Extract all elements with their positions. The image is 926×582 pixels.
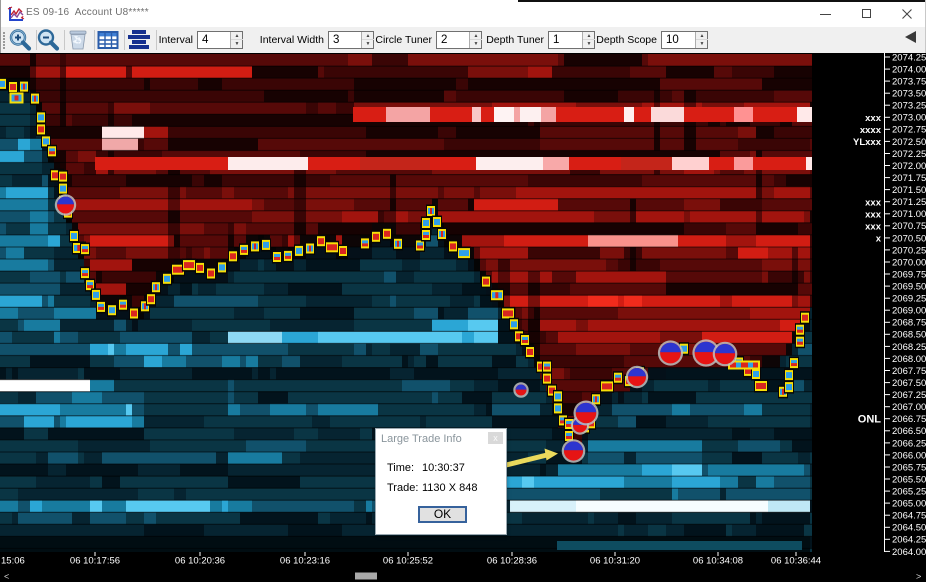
svg-text:2068.75: 2068.75 [892,318,926,329]
svg-text:xxx: xxx [865,209,882,220]
svg-text:2073.00: 2073.00 [892,113,926,124]
svg-text:2068.00: 2068.00 [892,354,926,365]
svg-text:06 10:25:52: 06 10:25:52 [383,556,433,567]
svg-text:2072.00: 2072.00 [892,161,926,172]
svg-text:2067.50: 2067.50 [892,378,926,389]
svg-text:2074.25: 2074.25 [892,53,926,63]
svg-text:2073.50: 2073.50 [892,89,926,100]
svg-text:2072.25: 2072.25 [892,149,926,160]
svg-text:2064.00: 2064.00 [892,547,926,558]
svg-text:2065.00: 2065.00 [892,499,926,510]
svg-text:>: > [916,572,921,582]
svg-text:♻: ♻ [74,36,82,46]
svg-text:<: < [4,572,9,582]
svg-text:06 10:20:36: 06 10:20:36 [175,556,225,567]
svg-text:2069.25: 2069.25 [892,294,926,305]
svg-text:06 10:17:56: 06 10:17:56 [70,556,120,567]
svg-text:2070.25: 2070.25 [892,245,926,256]
svg-text:2066.50: 2066.50 [892,426,926,437]
svg-text:2074.00: 2074.00 [892,65,926,76]
svg-text:2066.75: 2066.75 [892,414,926,425]
svg-text:2066.00: 2066.00 [892,450,926,461]
svg-text:ONL: ONL [858,413,882,425]
svg-text:2067.75: 2067.75 [892,366,926,377]
svg-text:2067.25: 2067.25 [892,390,926,401]
svg-text:2068.25: 2068.25 [892,342,926,353]
svg-text:2065.25: 2065.25 [892,487,926,498]
svg-text:2071.00: 2071.00 [892,209,926,220]
svg-text:2073.25: 2073.25 [892,101,926,112]
svg-text:2065.75: 2065.75 [892,462,926,473]
svg-text:xxxx: xxxx [860,125,882,136]
svg-text:2071.25: 2071.25 [892,197,926,208]
svg-text:2071.75: 2071.75 [892,173,926,184]
svg-text:2071.50: 2071.50 [892,185,926,196]
svg-text:2072.75: 2072.75 [892,125,926,136]
svg-text:2068.50: 2068.50 [892,330,926,341]
svg-text:06 10:31:20: 06 10:31:20 [590,556,640,567]
svg-text:06 10:34:08: 06 10:34:08 [693,556,743,567]
svg-text:2064.75: 2064.75 [892,511,926,522]
svg-text:2072.50: 2072.50 [892,137,926,148]
svg-text:2069.00: 2069.00 [892,306,926,317]
svg-text:xxx: xxx [865,197,882,208]
svg-text:2070.50: 2070.50 [892,233,926,244]
svg-text:xxx: xxx [865,221,882,232]
svg-text:2069.75: 2069.75 [892,269,926,280]
svg-text:2069.50: 2069.50 [892,282,926,293]
svg-text:06 10:36:44: 06 10:36:44 [771,556,821,567]
svg-text:x: x [876,234,882,245]
svg-text:2070.00: 2070.00 [892,257,926,268]
svg-text:2065.50: 2065.50 [892,474,926,485]
svg-text:2064.50: 2064.50 [892,523,926,534]
svg-text:2073.75: 2073.75 [892,77,926,88]
svg-text:2066.25: 2066.25 [892,438,926,449]
svg-text:2067.00: 2067.00 [892,402,926,413]
svg-text:YLxxx: YLxxx [853,137,882,148]
svg-text:15:06: 15:06 [1,556,25,567]
svg-text:2070.75: 2070.75 [892,221,926,232]
svg-text:xxx: xxx [865,113,882,124]
svg-text:06 10:28:36: 06 10:28:36 [487,556,537,567]
svg-text:2064.25: 2064.25 [892,535,926,546]
svg-text:06 10:23:16: 06 10:23:16 [280,556,330,567]
